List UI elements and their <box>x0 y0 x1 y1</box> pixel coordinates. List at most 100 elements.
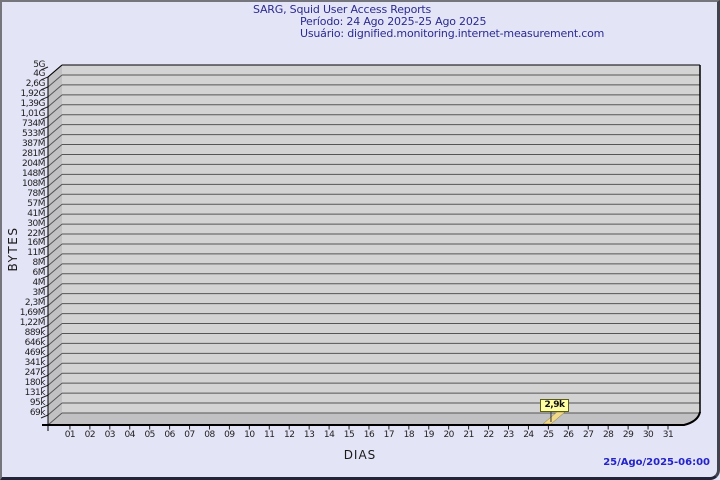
y-tick-mark <box>40 165 49 170</box>
y-tick-mark <box>40 285 49 290</box>
x-tick-label: 17 <box>383 430 395 440</box>
x-tick-label: 21 <box>463 430 474 440</box>
y-tick-mark <box>40 156 49 160</box>
x-tick-label: 25 <box>543 430 554 440</box>
x-tick-label: 20 <box>443 430 454 440</box>
y-tick-mark <box>40 185 49 190</box>
x-tick-label: 11 <box>264 430 275 440</box>
y-tick-label: 1,39G <box>20 99 45 110</box>
y-tick-mark <box>40 126 49 131</box>
wall-top-edge <box>47 64 63 78</box>
x-tick-label: 01 <box>64 430 76 440</box>
report-period: Período: 24 Ago 2025-25 Ago 2025 <box>300 15 487 28</box>
y-tick-mark <box>40 325 49 329</box>
wall-gridline <box>47 283 63 297</box>
y-tick-mark <box>40 384 49 389</box>
y-tick-mark <box>40 66 49 71</box>
y-tick-mark <box>40 86 49 91</box>
wall-gridline <box>47 154 63 167</box>
y-tick-label: 148M <box>22 168 45 179</box>
wall-gridline <box>47 402 63 416</box>
y-tick-mark <box>40 364 49 369</box>
x-tick-label: 14 <box>323 430 335 440</box>
x-tick-label: 24 <box>523 430 534 440</box>
y-tick-label: 2,6G <box>25 79 46 90</box>
y-tick-label: 247k <box>24 367 46 378</box>
y-tick-mark <box>40 394 49 399</box>
y-tick-label: 889k <box>24 327 46 338</box>
x-tick-label: 05 <box>144 430 155 440</box>
y-tick-mark <box>40 265 49 270</box>
report-title: SARG, Squid User Access Reports <box>253 3 432 16</box>
y-tick-mark <box>40 146 49 151</box>
y-tick-mark <box>40 334 49 339</box>
x-tick-label: 07 <box>184 430 195 440</box>
y-tick-label: 16M <box>27 238 45 249</box>
wall-gridline <box>47 293 63 307</box>
wall-gridline <box>47 253 63 267</box>
wall-gridline <box>47 352 63 366</box>
x-tick-label: 09 <box>224 430 235 440</box>
wall-gridline <box>47 124 63 138</box>
y-tick-label: 6M <box>32 268 46 279</box>
wall-gridline <box>47 104 63 118</box>
y-tick-label: 1,01G <box>20 109 45 120</box>
wall-gridline <box>47 84 63 98</box>
y-tick-mark <box>40 195 49 200</box>
x-tick-label: 08 <box>204 430 215 440</box>
y-tick-label: 533M <box>22 129 45 140</box>
wall-gridline <box>47 164 63 177</box>
y-tick-mark <box>40 354 49 359</box>
wall-gridline <box>47 183 63 197</box>
y-tick-mark <box>40 305 49 310</box>
x-tick-label: 26 <box>563 430 574 440</box>
x-tick-label: 04 <box>124 430 136 440</box>
x-tick-label: 19 <box>423 430 435 440</box>
y-tick-mark <box>40 255 49 260</box>
plot-area <box>62 65 700 413</box>
x-tick-label: 30 <box>642 430 654 440</box>
y-tick-label: 11M <box>27 248 45 259</box>
x-tick-label: 15 <box>343 430 355 440</box>
x-tick-label: 27 <box>583 430 594 440</box>
y-tick-label: 469k <box>24 347 46 358</box>
wall-gridline <box>47 213 63 227</box>
y-tick-label: 30M <box>27 218 45 229</box>
wall-gridline <box>47 263 63 277</box>
wall-gridline <box>47 144 63 157</box>
y-tick-label: 204M <box>22 158 45 169</box>
wall-gridline <box>47 74 63 88</box>
generation-timestamp: 25/Ago/2025-06:00 <box>603 457 710 468</box>
x-tick-label: 23 <box>503 430 514 440</box>
y-tick-mark <box>40 175 49 180</box>
x-tick-label: 16 <box>363 430 375 440</box>
y-tick-mark <box>40 205 49 210</box>
wall-gridline <box>47 134 63 147</box>
x-tick-label: 02 <box>84 430 96 440</box>
wall-gridline <box>47 372 63 386</box>
wall-gridline <box>47 233 63 247</box>
wall-gridline <box>47 333 63 346</box>
y-tick-label: 22M <box>27 228 45 239</box>
wall-gridline <box>47 382 63 396</box>
wall-gridline <box>47 323 63 336</box>
x-tick-label: 31 <box>662 430 674 440</box>
y-tick-label: 180k <box>24 377 46 388</box>
wall-gridline <box>47 223 63 237</box>
report-user: Usuário: dignified.monitoring.internet-m… <box>300 27 605 40</box>
y-axis-title: BYTES <box>6 226 20 272</box>
x-tick-label: 10 <box>244 430 255 440</box>
y-tick-label: 69k <box>29 407 46 418</box>
x-tick-label: 13 <box>303 430 315 440</box>
y-tick-label: 108M <box>22 178 45 189</box>
y-tick-label: 4G <box>33 69 45 80</box>
plot-left-wall <box>48 65 62 425</box>
wall-gridline <box>47 173 63 187</box>
x-tick-label: 28 <box>602 430 614 440</box>
y-tick-mark <box>40 96 49 101</box>
y-tick-mark <box>40 414 49 419</box>
y-tick-label: 341k <box>24 357 46 368</box>
y-tick-label: 5G <box>33 59 45 70</box>
